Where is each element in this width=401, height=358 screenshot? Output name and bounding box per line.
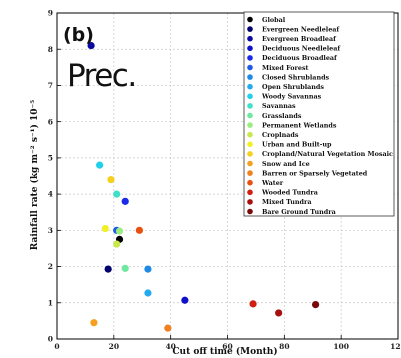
legend-marker: [247, 208, 253, 215]
y-tick-label: 3: [48, 226, 53, 235]
legend-marker: [247, 179, 253, 186]
legend-label: Evergreen Needleleaf: [262, 25, 340, 33]
y-tick-label: 2: [48, 262, 53, 271]
data-point: [107, 176, 115, 184]
legend-marker: [247, 151, 253, 157]
data-point: [144, 265, 152, 273]
data-points: [87, 42, 320, 332]
legend-marker: [247, 45, 253, 52]
variable-annotation: Prec.: [67, 58, 136, 94]
y-axis-label: Rainfall rate (kg m⁻² s⁻¹) 10⁻⁵: [29, 100, 40, 250]
legend-marker: [247, 26, 253, 32]
data-point: [275, 309, 283, 317]
legend-marker: [247, 103, 253, 109]
legend-label: Bare Ground Tundra: [262, 208, 336, 216]
data-point: [115, 227, 124, 235]
y-tick-label: 5: [48, 153, 53, 162]
legend-marker: [247, 199, 253, 205]
legend-label: Permanent Wetlands: [262, 121, 337, 129]
legend-marker: [247, 64, 253, 71]
panel-label: (b): [63, 24, 94, 46]
y-tick-label: 1: [48, 298, 53, 307]
y-tick-label: 9: [48, 9, 53, 18]
data-point: [87, 42, 95, 50]
x-tick-label: 60: [222, 342, 232, 351]
legend-marker: [247, 189, 253, 196]
legend-marker: [247, 35, 253, 42]
legend-label: Croplnads: [262, 131, 299, 139]
legend-marker: [247, 131, 253, 138]
y-tick-label: 4: [48, 190, 53, 199]
legend-label: Water: [261, 179, 284, 187]
legend-label: Closed Shrublands: [262, 73, 330, 81]
legend-label: Grasslands: [262, 112, 302, 120]
legend-label: Deciduous Broadleaf: [262, 54, 338, 62]
data-point: [249, 300, 257, 308]
legend-label: Open Shrublands: [262, 83, 324, 91]
legend-label: Global: [262, 16, 286, 24]
legend-label: Wooded Tundra: [261, 189, 318, 197]
y-tick-label: 0: [48, 335, 53, 344]
data-point: [311, 300, 320, 309]
legend-box: [243, 11, 395, 217]
data-point: [135, 226, 144, 234]
data-point: [90, 319, 98, 327]
data-point: [101, 224, 109, 233]
legend-label: Urban and Built-up: [262, 141, 332, 149]
y-tick-label: 8: [48, 45, 53, 54]
data-point: [113, 190, 121, 198]
legend-label: Evergreen Broadleaf: [262, 35, 337, 43]
x-tick-label: 120: [390, 342, 401, 351]
legend-marker: [247, 141, 253, 148]
data-point: [113, 240, 121, 248]
x-tick-label: 40: [165, 342, 175, 351]
legend-label: Snow and Ice: [262, 160, 310, 168]
legend-label: Savannas: [262, 102, 296, 110]
legend-label: Mixed Forest: [262, 64, 309, 72]
x-tick-label: 100: [333, 342, 349, 351]
legend-label: Mixed Tundra: [262, 198, 312, 206]
data-point: [164, 324, 172, 332]
legend-label: Barren or Sparsely Vegetated: [262, 169, 368, 177]
legend-marker: [247, 170, 253, 176]
data-point: [96, 161, 104, 169]
x-tick-label: 80: [279, 342, 289, 351]
legend-marker: [247, 93, 253, 100]
data-point: [104, 265, 112, 273]
x-tick-label: 0: [54, 342, 59, 351]
legend-marker: [247, 160, 253, 167]
legend-marker: [247, 74, 253, 80]
legend-marker: [247, 16, 253, 23]
x-ticks: 0 20 40 60 80 100 120: [54, 335, 401, 351]
y-ticks: 0 1 2 3 4 5 6 7 8 9: [48, 9, 61, 344]
legend-label: Deciduous Needleleaf: [262, 45, 341, 53]
y-tick-label: 6: [48, 117, 53, 126]
data-point: [121, 264, 129, 272]
legend-marker: [247, 112, 253, 119]
x-tick-label: 20: [109, 342, 119, 351]
legend-marker: [247, 55, 253, 61]
data-point: [181, 296, 189, 304]
legend-label: Cropland/Natural Vegetation Mosaic: [262, 150, 393, 158]
legend-marker: [247, 122, 253, 128]
data-point: [144, 289, 152, 297]
legend-marker: [247, 83, 253, 90]
data-point: [121, 197, 129, 205]
x-axis-label: Cut off time (Month): [172, 346, 277, 357]
legend-label: Woody Savannas: [261, 93, 322, 101]
y-tick-label: 7: [48, 81, 53, 90]
